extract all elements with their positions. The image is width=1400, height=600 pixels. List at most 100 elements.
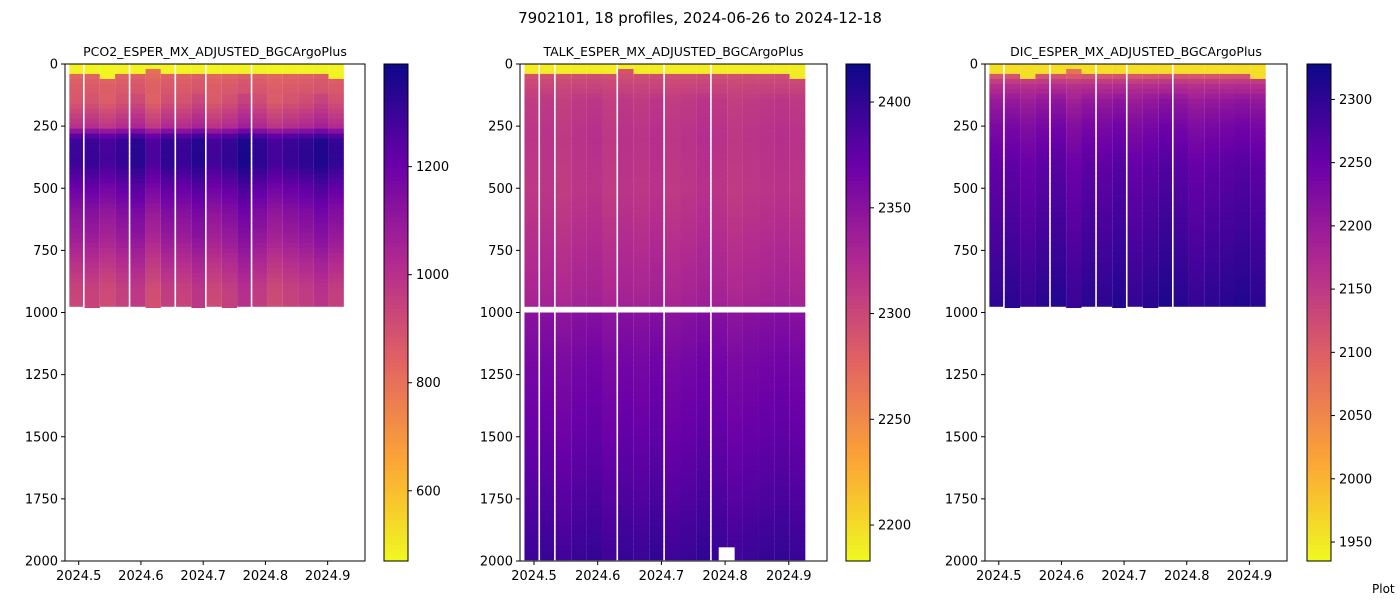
heatmap-cell: [130, 148, 146, 154]
heatmap-cell: [237, 282, 251, 289]
heatmap-cell: [1234, 158, 1251, 164]
heatmap-cell: [789, 387, 806, 393]
heatmap-cell: [742, 456, 759, 463]
heatmap-cell: [524, 277, 539, 284]
colorbar-segment: [846, 308, 870, 314]
heatmap-cell: [206, 272, 222, 279]
heatmap-cell: [524, 232, 539, 239]
y-tick-label: 2000: [945, 555, 978, 570]
heatmap-cell: [664, 98, 681, 105]
heatmap-cell: [633, 441, 650, 448]
heatmap-cell: [1035, 272, 1050, 279]
heatmap-cell: [774, 287, 790, 294]
heatmap-cell: [618, 237, 634, 244]
heatmap-cell: [586, 242, 603, 249]
heatmap-cell: [727, 372, 743, 378]
heatmap-cell: [84, 88, 100, 95]
heatmap-cell: [1020, 73, 1036, 80]
heatmap-cell: [649, 183, 664, 189]
heatmap-cell: [1020, 118, 1036, 125]
heatmap-cell: [680, 203, 697, 209]
heatmap-cell: [774, 148, 790, 154]
heatmap-cell: [145, 223, 161, 229]
colorbar-segment: [1307, 246, 1331, 251]
colorbar-segment: [1307, 221, 1331, 227]
colorbar-segment: [846, 97, 870, 102]
heatmap-cell: [742, 228, 759, 234]
heatmap-cell: [711, 183, 728, 189]
heatmap-cell: [1234, 173, 1251, 179]
heatmap-cell: [649, 247, 664, 254]
colorbar-segment: [1307, 511, 1331, 517]
heatmap-cell: [758, 208, 775, 214]
heatmap-cell: [711, 287, 728, 294]
heatmap-cell: [1173, 173, 1189, 179]
heatmap-cell: [145, 153, 161, 159]
heatmap-cell: [1127, 73, 1143, 80]
colorbar-segment: [1307, 370, 1331, 376]
heatmap-cell: [664, 401, 681, 408]
heatmap-cell: [1188, 93, 1205, 100]
heatmap-cell: [1234, 73, 1251, 80]
heatmap-cell: [1219, 272, 1235, 279]
heatmap-cell: [1112, 103, 1126, 110]
heatmap-cell: [1004, 64, 1021, 70]
heatmap-cell: [555, 113, 572, 120]
heatmap-cell: [1066, 183, 1082, 189]
heatmap-cell: [602, 401, 617, 408]
heatmap-cell: [1035, 103, 1050, 110]
heatmap-cell: [989, 302, 1004, 307]
heatmap-cell: [1020, 277, 1036, 284]
heatmap-cell: [789, 536, 806, 542]
heatmap-cell: [1127, 128, 1143, 135]
heatmap-cell: [789, 362, 806, 368]
colorbar-segment: [384, 208, 408, 214]
heatmap-cell: [602, 337, 617, 343]
heatmap-cell: [758, 287, 775, 294]
heatmap-cell: [758, 481, 775, 487]
heatmap-cell: [711, 406, 728, 413]
heatmap-cell: [1112, 138, 1126, 145]
heatmap-cell: [602, 431, 617, 438]
heatmap-cell: [571, 352, 587, 358]
heatmap-cell: [540, 551, 555, 557]
heatmap-cell: [711, 486, 728, 492]
heatmap-cell: [742, 267, 759, 274]
heatmap-cell: [145, 73, 161, 80]
heatmap-cell: [602, 536, 617, 542]
heatmap-cell: [586, 108, 603, 115]
heatmap-cell: [1219, 297, 1235, 304]
heatmap-cell: [1050, 188, 1067, 194]
heatmap-cell: [555, 416, 572, 423]
heatmap-cell: [602, 531, 617, 537]
y-tick-label: 1750: [25, 492, 58, 507]
heatmap-cell: [664, 173, 681, 179]
heatmap-cell: [1020, 173, 1036, 179]
heatmap-cell: [267, 138, 283, 145]
heatmap-cell: [1081, 302, 1096, 307]
heatmap-cell: [221, 257, 238, 264]
colorbar-segment: [846, 519, 870, 525]
heatmap-cell: [680, 262, 697, 269]
colorbar-segment: [846, 507, 870, 512]
heatmap-cell: [540, 257, 555, 264]
heatmap-cell: [571, 143, 587, 149]
heatmap-cell: [742, 401, 759, 408]
heatmap-cell: [1204, 168, 1220, 174]
heatmap-cell: [1050, 88, 1067, 95]
heatmap-cell: [1035, 148, 1050, 154]
heatmap-cell: [237, 257, 251, 264]
heatmap-cell: [1081, 133, 1096, 140]
heatmap-cell: [524, 242, 539, 249]
heatmap-cell: [774, 282, 790, 289]
heatmap-cell: [664, 332, 681, 338]
heatmap-cell: [727, 223, 743, 229]
heatmap-cell: [84, 103, 100, 110]
heatmap-cell: [618, 322, 634, 328]
heatmap-cell: [727, 357, 743, 363]
heatmap-cell: [1112, 287, 1126, 294]
heatmap-cell: [758, 257, 775, 264]
heatmap-cell: [1219, 123, 1235, 130]
colorbar-segment: [846, 233, 870, 239]
heatmap-cell: [633, 337, 650, 343]
